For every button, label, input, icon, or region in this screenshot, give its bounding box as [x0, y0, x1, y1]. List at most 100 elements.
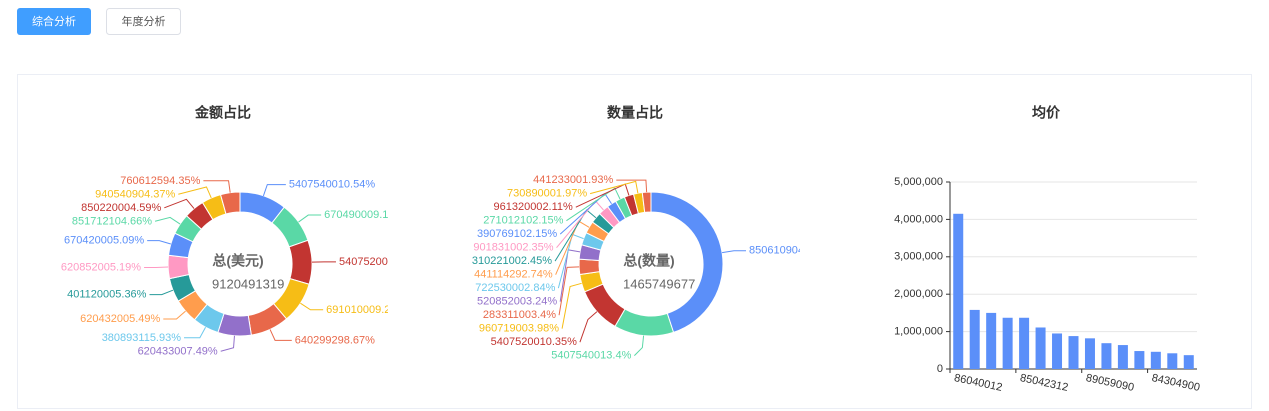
slice-label: 691010009.28% [326, 304, 406, 316]
slice-name: 73089000 [507, 188, 556, 200]
slice-percent: 9.87% [388, 256, 419, 268]
slice-label: 620852005.19% [61, 261, 141, 273]
slice-percent: 2.35% [522, 242, 553, 254]
slice-name: 54075200 [491, 336, 540, 348]
slice-label: 960719003.98% [479, 323, 559, 335]
slice-label: 441114292.74% [474, 269, 553, 281]
slice-label: 390769102.15% [477, 228, 557, 240]
slice-name: 28331100 [483, 309, 531, 321]
bar [1002, 317, 1013, 369]
slice-name: 39076910 [477, 228, 526, 240]
center-label: 总(美元) [212, 253, 263, 269]
slice-label: 940540904.37% [95, 188, 175, 200]
slice-percent: 1.93% [582, 174, 613, 186]
slice-percent: 10.35% [540, 336, 578, 348]
pie-chart: 5407540010.54% 670490009.12% 540752009.87%… [61, 175, 419, 357]
slice-label: 283311003.4% [483, 309, 556, 321]
y-tick-label: 4,000,000 [894, 213, 943, 225]
slice-label: 730890001.97% [507, 188, 587, 200]
slice-percent: 4.66% [121, 215, 152, 227]
chart-title: 金额占比 [194, 105, 251, 121]
label-line [154, 216, 181, 225]
slice-name: 54075200 [339, 256, 388, 268]
slice-name: 54075400 [289, 178, 338, 190]
slice-percent: 5.49% [129, 313, 160, 325]
pie-slice [288, 239, 313, 285]
label-line [722, 250, 746, 254]
slice-percent: 3.24% [526, 296, 557, 308]
slice-percent: 5.36% [115, 288, 146, 300]
y-tick-label: 1,000,000 [894, 326, 943, 338]
bar [1117, 345, 1128, 369]
slice-name: 96071900 [479, 323, 528, 335]
bar [1084, 338, 1095, 369]
slice-label: 401120005.36% [67, 288, 147, 300]
label-line [262, 184, 286, 197]
center-value: 9120491319 [212, 276, 284, 291]
slice-label: 851712104.66% [72, 215, 152, 227]
label-line [147, 240, 171, 245]
slice-percent: 10.54% [338, 178, 376, 190]
slice-percent: 4.35% [169, 175, 200, 187]
slice-label: 5407540013.4% [551, 350, 631, 362]
label-line [178, 186, 212, 199]
slice-percent: 5.19% [110, 261, 141, 273]
bar [1068, 336, 1079, 369]
chart-title: 均价 [1032, 105, 1061, 121]
slice-label: 271012102.15% [483, 215, 563, 227]
slice-label: 850220004.59% [81, 202, 161, 214]
slice-name: 62085200 [61, 261, 110, 273]
slice-name: 52085200 [477, 296, 526, 308]
slice-name: 76061259 [120, 175, 169, 187]
bar [1019, 317, 1030, 369]
label-line [558, 266, 580, 316]
y-tick-label: 2,000,000 [894, 288, 943, 300]
y-tick-label: 5,000,000 [894, 176, 943, 188]
tab-active[interactable] [17, 8, 91, 35]
slice-label: 670420005.09% [64, 235, 144, 247]
chart-title: 数量占比 [607, 105, 663, 121]
slice-label: 540752009.87% [339, 256, 419, 268]
slice-label: 722530002.84% [475, 282, 555, 294]
y-tick-label: 0 [937, 363, 943, 375]
slice-percent: 2.15% [526, 228, 557, 240]
label-line [557, 233, 584, 289]
slice-percent: 13.4% [600, 350, 631, 362]
bar [986, 312, 997, 369]
slice-name: 38089311 [102, 332, 150, 344]
center-label: 总(数量) [623, 253, 674, 269]
center-value: 1465749677 [623, 276, 695, 291]
slice-label: 901831002.35% [473, 242, 553, 254]
tab-label[interactable]: 年度分析 [122, 14, 166, 28]
slice-percent: 3.98% [528, 323, 559, 335]
label-line [634, 335, 645, 357]
slice-name: 54075400 [551, 350, 600, 362]
slice-label: 520852003.24% [477, 296, 557, 308]
slice-percent: 9.12% [373, 209, 404, 221]
slice-label: 620433007.49% [138, 345, 218, 357]
label-line [566, 187, 621, 222]
label-line [203, 180, 231, 193]
slice-label: 620432005.49% [80, 313, 160, 325]
label-line [616, 179, 648, 193]
slice-percent: 44.94% [798, 245, 836, 257]
bar [1183, 355, 1194, 369]
slice-name: 40112000 [67, 288, 115, 300]
slice-name: 85022000 [81, 202, 130, 214]
tab[interactable] [106, 8, 181, 35]
label-line [561, 282, 582, 329]
slice-name: 64029929 [295, 334, 344, 346]
bar [969, 309, 980, 369]
slice-name: 27101210 [483, 215, 532, 227]
slice-percent: 2.84% [524, 282, 555, 294]
y-tick-label: 3,000,000 [894, 251, 943, 263]
slice-name: 44111429 [474, 269, 521, 281]
slice-name: 67049000 [324, 209, 373, 221]
slice-percent: 1.97% [556, 188, 587, 200]
slice-label: 5407540010.54% [289, 178, 375, 190]
bar [1167, 353, 1178, 369]
tab-label[interactable]: 综合分析 [32, 14, 76, 28]
bar [1150, 351, 1161, 369]
slice-percent: 5.09% [113, 235, 144, 247]
